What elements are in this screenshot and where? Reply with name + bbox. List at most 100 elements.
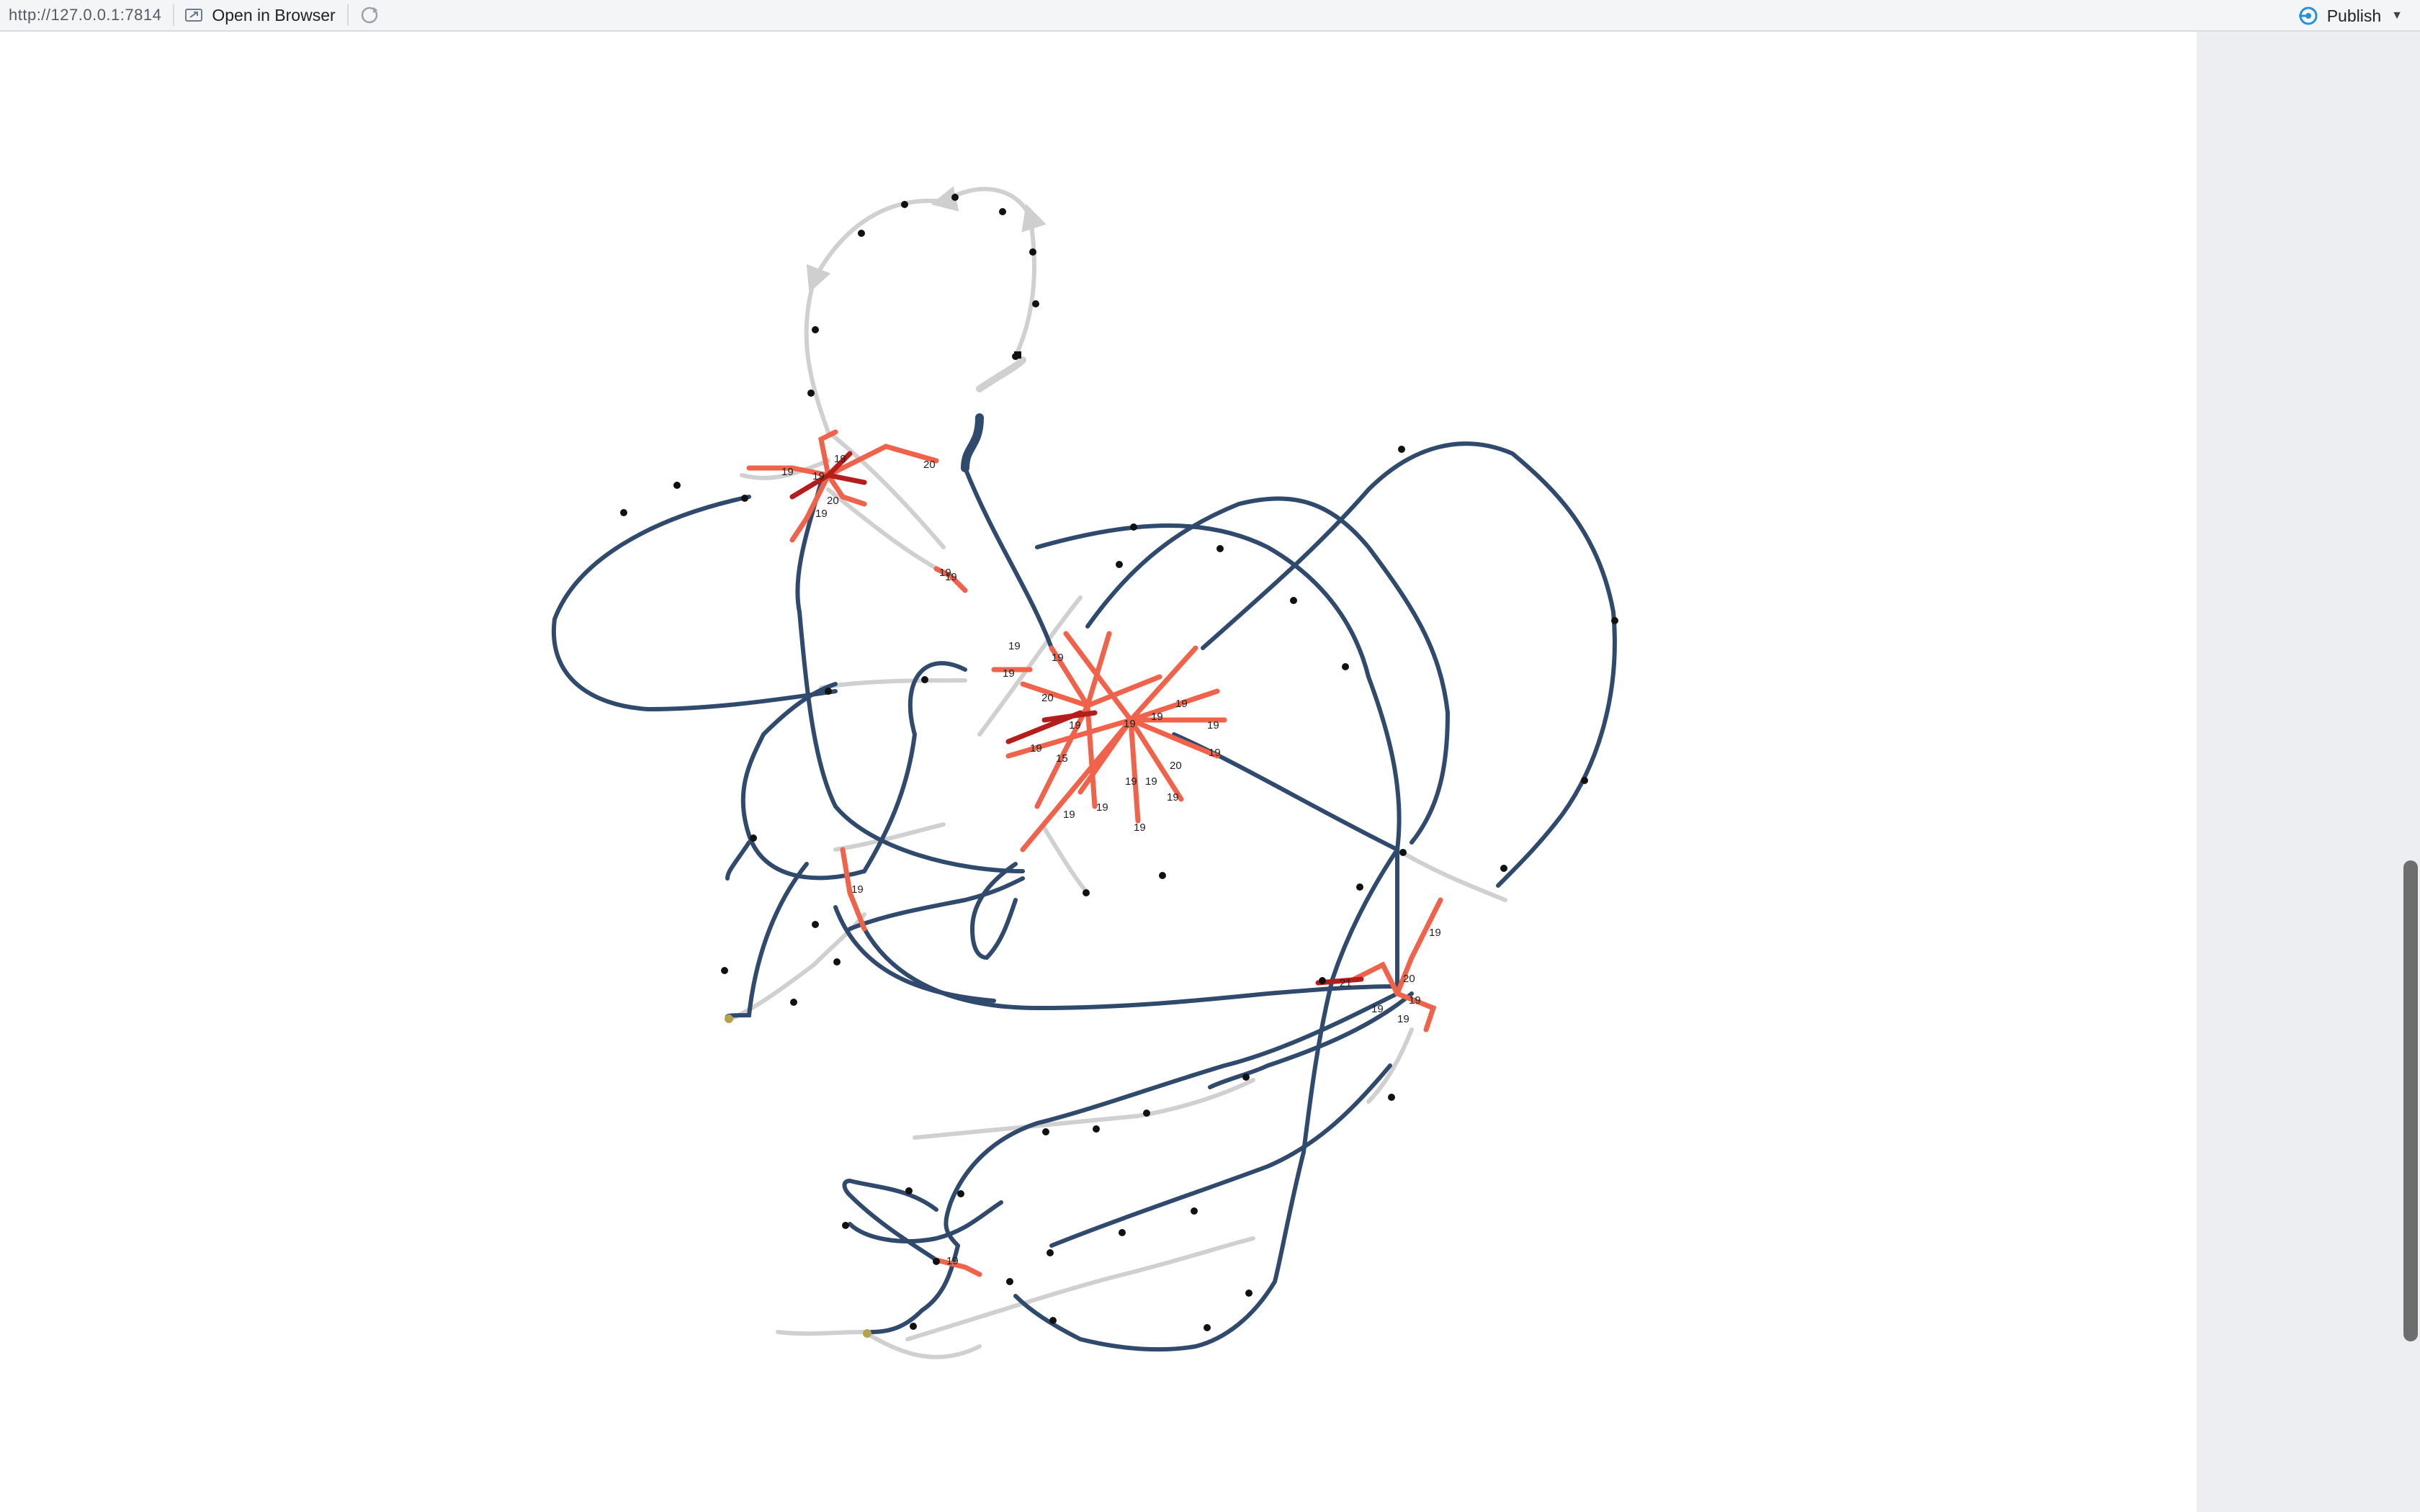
graph-node	[858, 230, 865, 237]
open-in-browser-button[interactable]: Open in Browser	[184, 6, 336, 25]
graph-edge	[1351, 961, 1400, 996]
graph-edge	[819, 678, 967, 690]
refresh-button[interactable]	[359, 4, 380, 26]
graph-edge	[804, 186, 1047, 434]
graph-node	[1245, 1290, 1252, 1297]
edge-label: 20	[1403, 973, 1415, 985]
graph-node	[750, 834, 757, 842]
graph-edge	[1049, 1063, 1392, 1248]
edge-label: 19	[1052, 652, 1064, 664]
graph-node	[1399, 849, 1407, 856]
graph-edge	[725, 862, 809, 1021]
publish-button[interactable]: Publish ▼	[2297, 0, 2403, 32]
edge-label: 19	[1207, 719, 1219, 732]
graph-node	[1159, 872, 1166, 879]
start-node	[725, 1014, 733, 1023]
hot-edges	[746, 429, 1443, 1277]
edge-label: 19	[945, 571, 957, 583]
graph-edge	[862, 1330, 982, 1359]
graph-edge	[1013, 847, 1399, 1352]
edge-label: 21	[1340, 977, 1352, 989]
toolbar-divider	[173, 4, 175, 26]
graph-node	[1029, 248, 1036, 256]
graph-node	[825, 688, 832, 695]
graph-node	[1611, 617, 1618, 624]
graph-edge	[1034, 703, 1090, 809]
graph-node	[999, 208, 1006, 215]
edge-label: 20	[1041, 692, 1054, 704]
graph-node	[812, 326, 819, 333]
graph-node	[933, 1258, 940, 1265]
graph-edge	[1005, 710, 1083, 744]
edge-label: 19	[1030, 742, 1042, 755]
edge-label: 20	[1170, 760, 1182, 772]
graph-edge	[740, 459, 830, 480]
graph-edge	[848, 1200, 1003, 1243]
edge-label: 19	[1151, 711, 1163, 723]
edge-label: 19	[946, 1255, 959, 1267]
graph-edge	[825, 444, 939, 478]
edge-label: 19	[1069, 719, 1081, 732]
edge-label: 19	[834, 453, 846, 465]
graph-edge	[869, 1243, 960, 1334]
graph-node	[721, 967, 728, 974]
graph-edge	[1049, 645, 1090, 708]
graph-edge	[944, 991, 1399, 1248]
viewer-pane	[0, 32, 2197, 1512]
graph-node	[620, 509, 627, 516]
graph-edge	[825, 472, 867, 485]
chevron-down-icon[interactable]: ▼	[2391, 9, 2403, 22]
edge-label: 15	[1056, 752, 1068, 765]
publish-icon	[2298, 6, 2318, 25]
edge-label: 19	[1209, 747, 1221, 759]
graph-edge	[1128, 645, 1198, 723]
graph-edge	[977, 595, 1083, 737]
graph-node	[1242, 1074, 1250, 1081]
graph-edge	[818, 429, 838, 478]
edge-label: 19	[1371, 1003, 1384, 1015]
network-graph[interactable]: 19 19 19 20 20 19 19 19 19 19 20 19 19 1…	[0, 32, 2197, 1512]
graph-edge	[1201, 441, 1617, 888]
edge-labels: 19 19 19 20 20 19 19 19 19 19 20 19 19 1…	[781, 453, 1441, 1267]
graph-edge	[826, 430, 946, 549]
graph-edge	[905, 1236, 1255, 1341]
edge-label: 19	[1429, 927, 1441, 939]
graph-node	[951, 194, 959, 201]
graph-node	[1356, 883, 1363, 891]
start-nodes	[725, 1014, 871, 1338]
refresh-icon	[361, 6, 377, 24]
graph-edge	[1085, 703, 1098, 809]
graph-node	[1398, 446, 1405, 453]
graph-node	[910, 1323, 917, 1330]
graph-node	[1083, 889, 1090, 896]
edge-label: 19	[939, 567, 951, 579]
graph-edge	[1128, 688, 1220, 723]
address-url[interactable]: http://127.0.0.1:7814	[9, 6, 162, 24]
graph-node	[921, 676, 928, 683]
graph-node	[905, 1187, 913, 1194]
graph-edge	[961, 413, 984, 472]
graph-edge	[1085, 631, 1112, 708]
graph-node	[901, 201, 908, 208]
graph-edge	[933, 566, 968, 593]
graph-edge	[963, 466, 1054, 650]
graph-node	[741, 495, 748, 502]
graph-node	[1119, 1229, 1126, 1236]
edge-label: 19	[1063, 809, 1075, 821]
graph-edge	[969, 862, 1018, 960]
graph-edge	[842, 1178, 938, 1262]
scrollbar-thumb[interactable]	[2403, 860, 2418, 1341]
graph-node	[1032, 300, 1039, 307]
edge-label: 19	[812, 470, 825, 482]
edge-label: 19	[1125, 775, 1137, 788]
graph-edge	[1395, 847, 1507, 902]
graph-edge	[1128, 717, 1220, 759]
graph-edge	[789, 472, 831, 543]
edge-label: 19	[1145, 775, 1157, 788]
edge-label: 19	[1409, 994, 1421, 1007]
graph-edge	[776, 1330, 866, 1336]
graph-node	[1093, 1125, 1100, 1133]
edge-label: 19	[851, 883, 864, 896]
graph-node	[1216, 545, 1224, 552]
open-in-browser-icon	[185, 9, 203, 22]
